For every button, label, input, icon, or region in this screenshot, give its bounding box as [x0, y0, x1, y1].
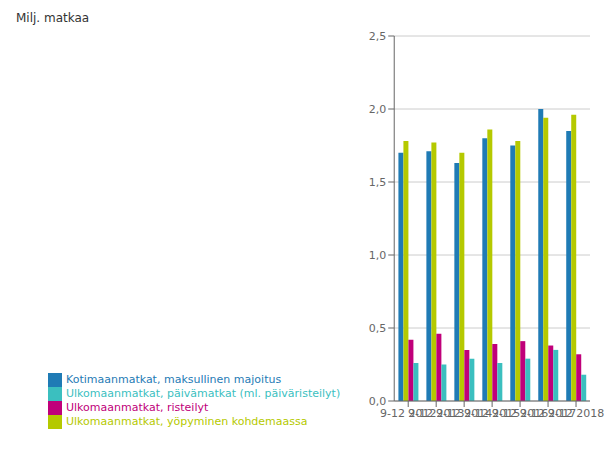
html-text:Kotimaanmatkat, maksullinen ma: Kotimaanmatkat, maksullinen majoitus [66, 373, 282, 386]
html-text:Milj. matkaa: Milj. matkaa [16, 11, 90, 25]
svg-text:2,0: 2,0 [369, 103, 387, 116]
svg-text:0,0: 0,0 [369, 395, 387, 408]
svg-text:1,0: 1,0 [369, 249, 387, 262]
html-text:Ulkomaanmatkat, risteilyt: Ulkomaanmatkat, risteilyt [66, 401, 209, 414]
html-text:Ulkomaanmatkat, päivämatkat (m: Ulkomaanmatkat, päivämatkat (ml. päiväri… [66, 387, 341, 400]
html-text:Ulkomaanmatkat, yöpyminen kohd: Ulkomaanmatkat, yöpyminen kohdemaassa [66, 415, 308, 428]
svg-text:2,5: 2,5 [369, 30, 387, 43]
svg-text:9-12 2018: 9-12 2018 [548, 407, 604, 420]
svg-text:0,5: 0,5 [369, 322, 387, 335]
svg-text:1,5: 1,5 [369, 176, 387, 189]
